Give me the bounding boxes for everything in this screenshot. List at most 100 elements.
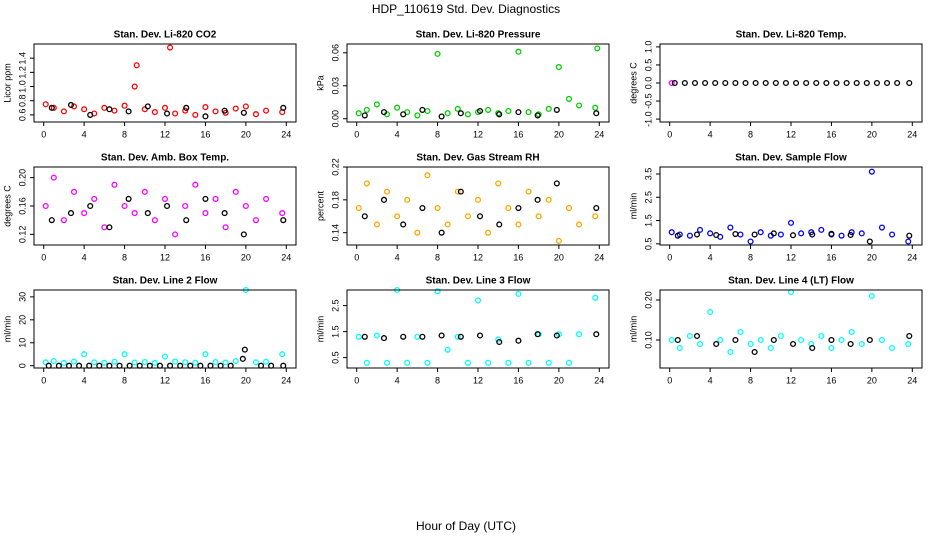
x-tick-label: 0: [667, 129, 672, 139]
data-point: [505, 107, 512, 115]
data-point: [674, 232, 681, 239]
y-axis-label: Licor ppm: [2, 63, 12, 103]
data-point: [476, 213, 484, 220]
data-point: [762, 79, 769, 87]
data-point: [702, 79, 709, 87]
data-point: [863, 79, 870, 87]
x-tick-label: 12: [160, 375, 170, 385]
data-point: [48, 104, 55, 111]
x-tick-label: 16: [826, 375, 836, 385]
data-point: [515, 109, 522, 116]
x-tick-label: 4: [395, 252, 400, 262]
data-point: [280, 217, 287, 224]
data-point: [727, 224, 734, 231]
data-point: [525, 359, 532, 366]
data-point: [565, 359, 573, 366]
data-point: [847, 340, 854, 348]
data-point: [668, 229, 675, 236]
x-tick-label: 24: [281, 252, 291, 262]
data-point: [592, 104, 599, 111]
data-point: [156, 362, 163, 369]
data-point: [906, 232, 913, 239]
data-point: [363, 180, 370, 187]
y-tick-label: 0: [17, 363, 27, 368]
data-point: [146, 362, 153, 369]
data-point: [280, 362, 287, 369]
data-point: [141, 188, 148, 195]
x-tick-label: 0: [354, 252, 359, 262]
data-point: [485, 359, 492, 366]
y-tick-label: 0.00: [330, 110, 340, 128]
y-tick-label: 0.5: [330, 351, 340, 364]
data-point: [242, 103, 249, 110]
data-point: [782, 79, 789, 87]
data-point: [151, 109, 158, 116]
panel-title: Stan. Dev. Line 2 Flow: [113, 276, 218, 287]
x-tick-label: 12: [473, 375, 483, 385]
x-tick-label: 24: [281, 375, 291, 385]
data-point: [712, 79, 719, 87]
data-point: [151, 217, 158, 224]
data-point: [474, 196, 482, 203]
y-axis-label: percent: [315, 190, 325, 221]
data-point: [565, 205, 573, 212]
data-point: [866, 238, 873, 245]
data-point: [242, 202, 249, 210]
data-point: [60, 108, 67, 115]
data-point: [207, 362, 214, 369]
data-point: [553, 180, 560, 187]
panel-title: Stan. Dev. Gas Stream RH: [416, 153, 539, 164]
data-point: [136, 362, 143, 369]
panel: Stan. Dev. Line 3 Flow ml/min 0 4 8 12 16 20 24 0…: [315, 276, 610, 385]
data-point: [515, 337, 522, 344]
x-tick-label: 20: [241, 129, 251, 139]
x-tick-label: 4: [82, 129, 87, 139]
x-tick-label: 24: [907, 129, 917, 139]
data-point: [419, 205, 426, 212]
data-point: [217, 362, 224, 369]
y-tick-label: 0.5: [643, 59, 653, 72]
data-point: [279, 351, 286, 358]
data-point: [464, 359, 471, 366]
data-point: [752, 79, 759, 87]
data-point: [202, 195, 209, 202]
data-point: [192, 181, 199, 188]
data-point: [182, 107, 189, 114]
data-point: [60, 217, 67, 224]
panel: Stan. Dev. Li-820 CO2 Licor ppm 0 4 8 12 16 20 2…: [2, 30, 297, 139]
y-axis-label: degrees C: [2, 185, 12, 227]
data-point: [495, 180, 502, 187]
data-point: [444, 110, 451, 117]
data-point: [476, 107, 484, 115]
data-point: [414, 333, 421, 340]
data-point: [868, 292, 875, 300]
data-point: [167, 362, 174, 369]
data-point: [400, 221, 407, 228]
data-point: [593, 110, 600, 117]
data-point: [161, 195, 169, 202]
data-point: [252, 111, 260, 118]
data-point: [212, 108, 219, 115]
y-tick-label: -0.5: [643, 93, 653, 109]
x-tick-label: 20: [554, 375, 564, 385]
x-axis-label: Hour of Day (UTC): [416, 519, 516, 533]
data-point: [576, 102, 583, 109]
y-tick-label: 0.10: [643, 331, 653, 349]
data-point: [121, 202, 128, 210]
data-point: [192, 359, 199, 366]
data-point: [576, 331, 583, 338]
data-point: [373, 221, 380, 228]
data-point: [363, 106, 370, 113]
plot-frame: [659, 166, 923, 246]
data-point: [380, 196, 388, 203]
data-point: [772, 79, 779, 87]
data-point: [454, 188, 461, 195]
data-point: [252, 359, 260, 366]
x-tick-label: 0: [667, 252, 672, 262]
data-point: [81, 106, 88, 113]
data-point: [813, 79, 820, 87]
data-point: [496, 221, 503, 228]
data-point: [515, 48, 522, 55]
data-point: [668, 336, 675, 344]
plot-frame: [33, 289, 297, 369]
